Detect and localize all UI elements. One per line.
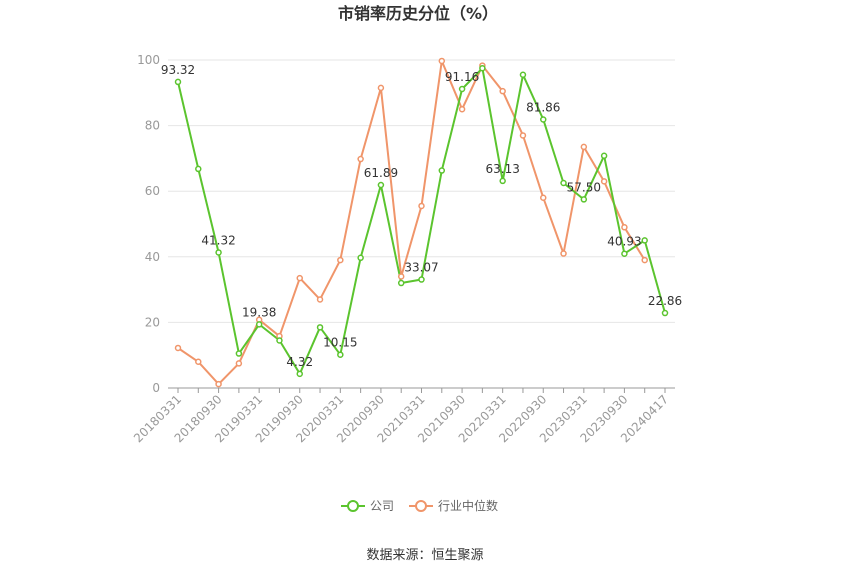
data-label: 61.89 [364,166,398,180]
y-tick-label: 100 [137,53,160,67]
source-note: 数据来源：恒生聚源 [366,548,483,563]
y-tick-label: 60 [145,184,160,198]
data-point [174,344,182,352]
data-point [641,237,648,244]
data-point [235,360,243,367]
data-label: 63.13 [485,162,519,176]
legend-label: 行业中位数 [438,498,498,513]
data-point [458,85,466,93]
data-point [377,181,385,189]
data-point [560,250,567,257]
data-point [195,165,202,173]
y-tick-label: 20 [145,315,160,329]
data-label: 10.15 [323,336,357,350]
data-point [499,177,506,185]
chart-title: 市销率历史分位（%） [338,4,498,23]
y-tick-label: 40 [145,250,160,264]
data-point [540,194,547,202]
data-point [397,279,405,287]
data-point [174,78,182,86]
data-point [540,116,547,123]
data-point [661,309,669,317]
data-point [519,132,527,139]
data-point [600,178,608,185]
data-point [357,155,364,163]
data-point [337,351,344,358]
data-point [438,167,446,174]
y-tick-label: 0 [152,381,160,395]
data-point [296,274,303,282]
data-point [600,152,608,160]
x-axis: 2018033120180930201903312019093020200331… [131,387,675,445]
data-point [357,254,364,262]
data-label: 33.07 [404,261,438,275]
series-line-company [177,67,666,375]
data-label: 4.32 [286,355,313,369]
data-point [479,64,486,72]
data-point [276,337,283,344]
data-point [580,143,588,151]
data-label: 22.86 [648,294,682,308]
gridlines [168,59,675,323]
data-point [458,105,466,113]
data-point [215,380,222,388]
legend-swatch-marker [415,500,427,512]
data-point [337,256,344,264]
data-point [296,370,303,378]
data-point [316,324,324,331]
data-point [499,87,506,95]
data-label: 91.16 [445,70,479,84]
legend-label: 公司 [370,499,394,513]
legend[interactable]: 公司 行业中位数 [341,498,498,513]
data-point [418,202,425,210]
data-label: 19.38 [242,305,276,319]
data-point [397,273,405,280]
data-point [255,321,263,328]
data-point [519,71,527,79]
data-point [316,296,324,303]
data-label: 57.50 [567,180,601,194]
data-point [418,276,425,283]
y-axis: 0 20 40 60 80 100 [137,53,160,395]
y-tick-label: 80 [145,119,160,133]
data-point [580,196,588,203]
series-points [174,57,669,388]
data-point [377,84,385,92]
data-label: 41.32 [201,233,235,247]
data-label: 93.32 [161,63,195,77]
data-label: 40.93 [607,235,641,249]
data-point [438,57,446,65]
data-point [560,179,567,187]
data-point [195,358,202,366]
legend-swatch-marker [347,500,359,512]
series-line-industry-median [177,60,646,386]
data-point [641,256,648,264]
data-point [621,224,628,231]
data-point [235,350,243,357]
data-label: 81.86 [526,100,560,114]
data-point [621,250,628,257]
data-labels: 93.32 41.32 19.38 4.32 10.15 61.89 33.07 91.16 6… [161,63,682,369]
series-lines [177,60,666,386]
data-point [215,249,222,256]
